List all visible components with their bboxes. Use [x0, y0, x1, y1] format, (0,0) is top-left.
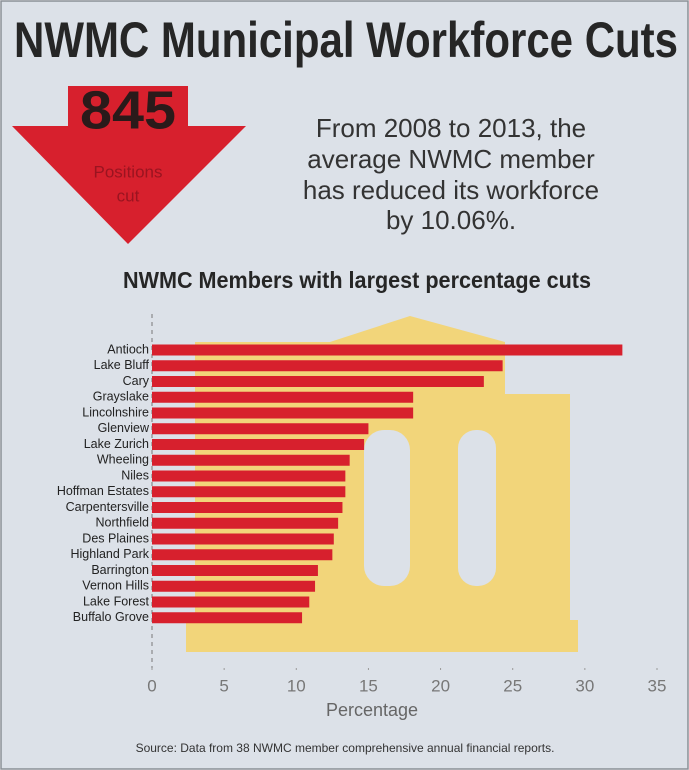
bar: [152, 502, 343, 513]
y-tick-label: Carpentersville: [66, 500, 149, 514]
statement: by 10.06%.: [386, 205, 516, 235]
y-tick-label: Antioch: [107, 342, 149, 356]
x-tick-label: 25: [503, 676, 522, 695]
arrow: [12, 86, 246, 244]
x-tick-label: 20: [431, 676, 450, 695]
y-tick-label: Cary: [123, 374, 150, 388]
page-title: NWMC Municipal Workforce Cuts: [14, 12, 678, 68]
bar: [152, 454, 350, 466]
y-tick-label: Hoffman Estates: [57, 484, 149, 498]
y-tick-label: Lake Zurich: [84, 437, 149, 451]
bar: [152, 376, 484, 387]
y-tick-label: Niles: [121, 468, 149, 482]
bar: [152, 565, 318, 576]
bar: [152, 391, 414, 403]
y-tick-label: Northfield: [96, 516, 150, 530]
arrow-number: 845: [80, 80, 176, 140]
bar: [152, 470, 346, 482]
bar: [152, 549, 333, 561]
x-tick-label: 10: [287, 676, 306, 695]
y-tick-label: Barrington: [91, 563, 149, 577]
x-tick-label: 35: [648, 676, 667, 695]
bar: [152, 612, 303, 624]
y-tick-label: Highland Park: [70, 547, 149, 561]
bar: [152, 360, 503, 372]
bar: [152, 580, 316, 592]
bar: [152, 407, 414, 419]
y-tick-label: Grayslake: [93, 390, 149, 404]
statement: From 2008 to 2013, the: [316, 113, 586, 143]
bar: [152, 596, 310, 608]
y-tick-label: Lake Bluff: [94, 358, 150, 372]
bar: [152, 439, 365, 450]
bar: [152, 486, 346, 498]
y-tick-label: Vernon Hills: [82, 579, 149, 593]
y-tick-label: Glenview: [98, 421, 150, 435]
x-tick-label: 15: [359, 676, 378, 695]
x-axis-label: Percentage: [326, 700, 418, 720]
y-tick-label: Des Plaines: [82, 531, 149, 545]
chart-title: NWMC Members with largest percentage cut…: [123, 267, 591, 293]
y-tick-label: Buffalo Grove: [73, 610, 149, 624]
x-tick-label: 0: [147, 676, 156, 695]
bar: [152, 517, 339, 529]
arrow-text: Positions: [94, 162, 163, 181]
y-tick-label: Wheeling: [97, 453, 149, 467]
bar: [152, 344, 623, 356]
y-tick-label: Lake Forest: [83, 594, 150, 608]
bar: [152, 423, 369, 435]
bar: [152, 533, 334, 545]
source: Source: Data from 38 NWMC member compreh…: [136, 741, 555, 755]
arrow-text: cut: [117, 186, 140, 205]
y-tick-label: Lincolnshire: [82, 405, 149, 419]
x-tick-label: 30: [575, 676, 594, 695]
statement: average NWMC member: [307, 144, 595, 174]
statement: has reduced its workforce: [303, 175, 599, 205]
x-tick-label: 5: [219, 676, 228, 695]
